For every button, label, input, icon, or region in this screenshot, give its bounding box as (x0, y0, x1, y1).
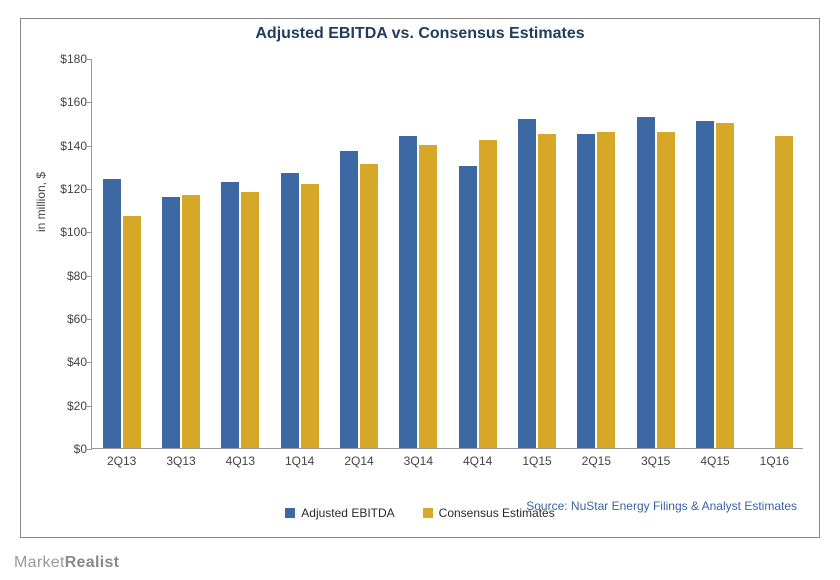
bar (182, 195, 200, 449)
y-tick-mark (87, 406, 92, 407)
bar (775, 136, 793, 448)
bar-group (281, 173, 319, 448)
bar (597, 132, 615, 448)
x-tick-label: 4Q14 (448, 454, 508, 468)
watermark-logo: MarketRealist (14, 554, 119, 572)
y-tick-mark (87, 146, 92, 147)
y-tick-label: $0 (32, 442, 87, 456)
plot-area: in million, $ $0$20$40$60$80$100$120$140… (91, 59, 803, 449)
y-tick-label: $60 (32, 312, 87, 326)
x-tick-label: 1Q15 (507, 454, 567, 468)
bar (538, 134, 556, 448)
watermark-part1: Market (14, 554, 65, 571)
x-tick-label: 4Q13 (210, 454, 270, 468)
y-tick-mark (87, 319, 92, 320)
x-tick-label: 3Q13 (151, 454, 211, 468)
bar (221, 182, 239, 449)
x-tick-label: 1Q16 (744, 454, 804, 468)
y-tick-mark (87, 59, 92, 60)
bar-group (340, 151, 378, 448)
bar-group (162, 195, 200, 449)
y-tick-label: $160 (32, 95, 87, 109)
bar (399, 136, 417, 448)
legend-label: Adjusted EBITDA (301, 506, 394, 520)
bar (479, 140, 497, 448)
bar (103, 179, 121, 448)
y-tick-label: $20 (32, 399, 87, 413)
bar-group (637, 117, 675, 449)
bar-group (755, 136, 793, 448)
x-tick-label: 3Q14 (388, 454, 448, 468)
y-tick-mark (87, 189, 92, 190)
y-tick-label: $140 (32, 139, 87, 153)
y-axis-label: in million, $ (34, 171, 48, 231)
y-tick-mark (87, 276, 92, 277)
source-line: Source: NuStar Energy Filings & Analyst … (526, 499, 797, 513)
bar (716, 123, 734, 448)
bar-group (103, 179, 141, 448)
bar (281, 173, 299, 448)
y-tick-label: $100 (32, 225, 87, 239)
bar (696, 121, 714, 448)
legend-item: Adjusted EBITDA (285, 506, 394, 520)
x-tick-label: 2Q14 (329, 454, 389, 468)
watermark-part2: Realist (65, 554, 120, 571)
x-tick-label: 2Q15 (566, 454, 626, 468)
bar (340, 151, 358, 448)
y-tick-mark (87, 449, 92, 450)
bar-group (696, 121, 734, 448)
x-tick-label: 4Q15 (685, 454, 745, 468)
y-tick-label: $40 (32, 355, 87, 369)
legend-swatch (423, 508, 433, 518)
y-tick-label: $120 (32, 182, 87, 196)
chart-container: Adjusted EBITDA vs. Consensus Estimates … (20, 18, 820, 538)
x-tick-label: 1Q14 (270, 454, 330, 468)
bar-group (577, 132, 615, 448)
bar (162, 197, 180, 448)
y-tick-label: $180 (32, 52, 87, 66)
x-tick-label: 2Q13 (92, 454, 152, 468)
x-tick-label: 3Q15 (626, 454, 686, 468)
bar (419, 145, 437, 448)
bar-group (399, 136, 437, 448)
bar (577, 134, 595, 448)
bar (657, 132, 675, 448)
bar (301, 184, 319, 448)
y-tick-mark (87, 362, 92, 363)
bar (360, 164, 378, 448)
bar-group (459, 140, 497, 448)
bar (518, 119, 536, 448)
bar-group (518, 119, 556, 448)
bar (459, 166, 477, 448)
bar (241, 192, 259, 448)
bar (637, 117, 655, 449)
bar (123, 216, 141, 448)
legend-swatch (285, 508, 295, 518)
bar-group (221, 182, 259, 449)
y-tick-mark (87, 232, 92, 233)
y-tick-mark (87, 102, 92, 103)
chart-title: Adjusted EBITDA vs. Consensus Estimates (21, 19, 819, 43)
y-tick-label: $80 (32, 269, 87, 283)
